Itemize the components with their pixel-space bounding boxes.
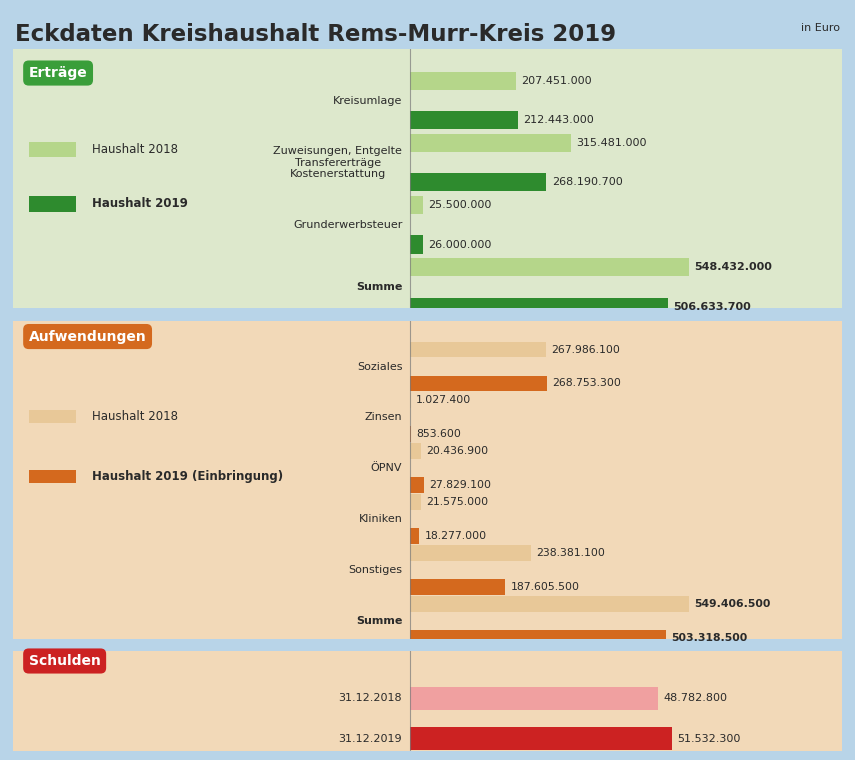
Text: 25.500.000: 25.500.000	[428, 201, 492, 211]
Bar	[29, 470, 76, 483]
Bar	[410, 72, 516, 90]
Bar	[410, 528, 420, 544]
Text: 268.753.300: 268.753.300	[551, 378, 621, 388]
Text: 1.027.400: 1.027.400	[416, 395, 471, 405]
Text: 503.318.500: 503.318.500	[670, 633, 747, 643]
Bar	[410, 342, 546, 357]
Bar	[410, 236, 423, 254]
Bar	[410, 494, 422, 510]
Text: 506.633.700: 506.633.700	[673, 302, 751, 312]
Text: Sonstiges: Sonstiges	[348, 565, 402, 575]
Text: Zuweisungen, Entgelte
Transfererträge
Kostenerstattung: Zuweisungen, Entgelte Transfererträge Ko…	[274, 146, 402, 179]
Text: Eckdaten Kreishaushalt Rems-Murr-Kreis 2019: Eckdaten Kreishaushalt Rems-Murr-Kreis 2…	[15, 23, 616, 46]
Text: Zinsen: Zinsen	[364, 413, 402, 423]
Text: Erträge: Erträge	[29, 66, 87, 80]
Bar	[410, 477, 424, 493]
Text: 187.605.500: 187.605.500	[510, 582, 580, 592]
Text: 48.782.800: 48.782.800	[663, 693, 728, 703]
Bar	[410, 687, 658, 710]
Bar	[410, 579, 505, 595]
Text: 549.406.500: 549.406.500	[694, 599, 770, 609]
Bar	[410, 630, 665, 646]
Text: Haushalt 2018: Haushalt 2018	[92, 143, 179, 156]
Bar	[410, 298, 668, 315]
Bar	[29, 410, 76, 423]
Text: 21.575.000: 21.575.000	[427, 497, 488, 507]
Text: in Euro: in Euro	[800, 23, 840, 33]
Bar	[410, 375, 546, 391]
Text: 31.12.2018: 31.12.2018	[339, 693, 402, 703]
Text: 31.12.2019: 31.12.2019	[339, 733, 402, 744]
Text: Summe: Summe	[356, 282, 402, 292]
Bar	[410, 134, 570, 152]
Text: 26.000.000: 26.000.000	[428, 239, 492, 249]
Text: 548.432.000: 548.432.000	[694, 262, 772, 272]
Text: Haushalt 2019: Haushalt 2019	[92, 198, 188, 211]
Bar	[410, 111, 518, 129]
Text: Kreisumlage: Kreisumlage	[333, 96, 402, 106]
Bar	[410, 443, 421, 459]
Bar	[410, 196, 423, 214]
Bar	[29, 196, 76, 211]
Text: Aufwendungen: Aufwendungen	[29, 330, 146, 344]
Text: Schulden: Schulden	[29, 654, 101, 668]
Bar	[410, 727, 672, 750]
Bar	[410, 173, 546, 192]
Bar	[410, 258, 689, 277]
Text: ÖPNV: ÖPNV	[371, 464, 402, 473]
Text: 51.532.300: 51.532.300	[677, 733, 740, 744]
Text: Haushalt 2018: Haushalt 2018	[92, 410, 179, 423]
Text: 853.600: 853.600	[416, 429, 461, 439]
Bar	[29, 141, 76, 157]
Text: 20.436.900: 20.436.900	[426, 446, 488, 456]
Text: 212.443.000: 212.443.000	[523, 116, 594, 125]
Text: Kliniken: Kliniken	[358, 514, 402, 524]
Text: Grunderwerbsteuer: Grunderwerbsteuer	[293, 220, 402, 230]
Text: 268.190.700: 268.190.700	[551, 177, 622, 188]
Text: Summe: Summe	[356, 616, 402, 625]
Text: Soziales: Soziales	[357, 362, 402, 372]
Bar	[410, 596, 689, 612]
Text: 315.481.000: 315.481.000	[575, 138, 646, 148]
Text: 18.277.000: 18.277.000	[425, 531, 486, 541]
Bar	[410, 545, 531, 561]
Text: 267.986.100: 267.986.100	[551, 344, 620, 355]
Text: 27.829.100: 27.829.100	[429, 480, 492, 490]
Text: 238.381.100: 238.381.100	[536, 548, 605, 558]
Text: 207.451.000: 207.451.000	[521, 76, 592, 86]
Text: Haushalt 2019 (Einbringung): Haushalt 2019 (Einbringung)	[92, 470, 283, 483]
